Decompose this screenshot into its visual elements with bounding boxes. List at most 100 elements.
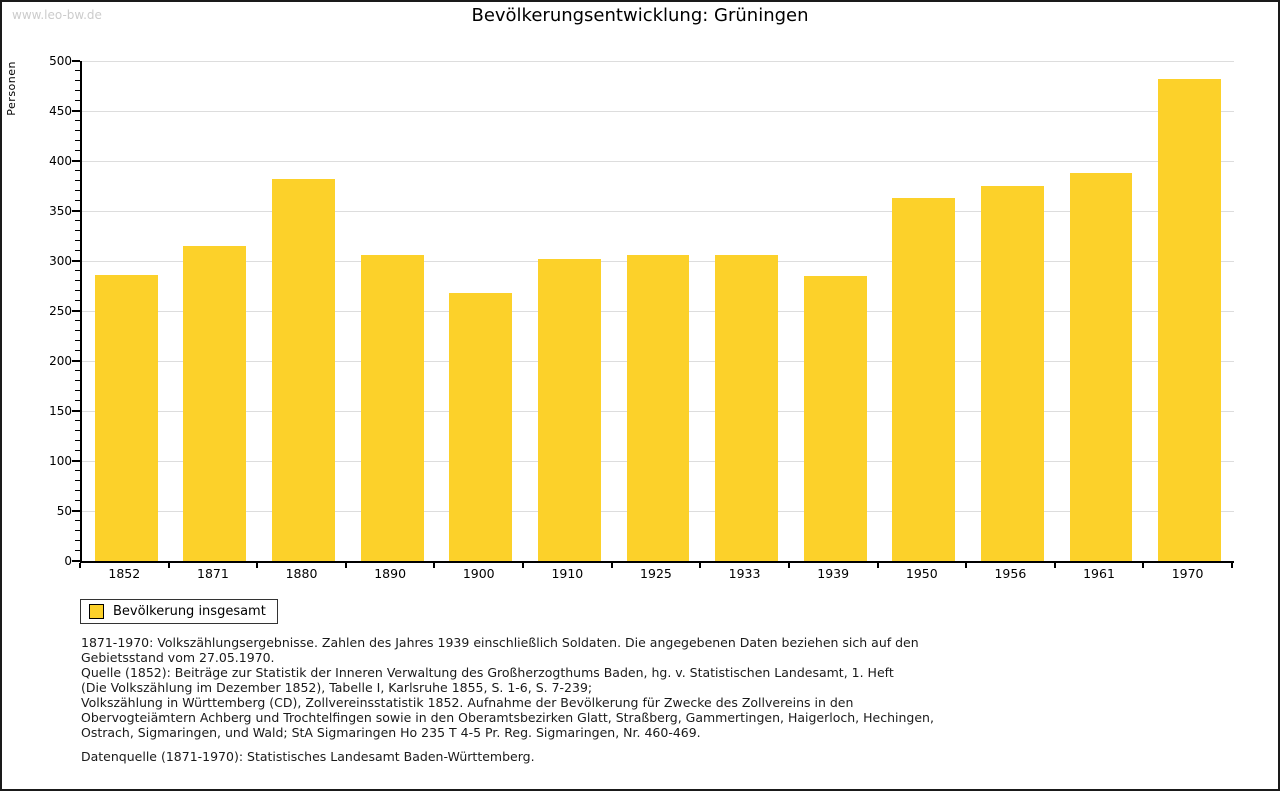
y-minor-tick-460 bbox=[75, 100, 80, 101]
y-major-tick-50 bbox=[72, 510, 80, 512]
y-tick-label-400: 400 bbox=[49, 154, 72, 168]
y-tick-label-450: 450 bbox=[49, 104, 72, 118]
bar-series bbox=[82, 61, 1234, 561]
y-minor-tick-120 bbox=[75, 440, 80, 441]
datasource-line: Datenquelle (1871-1970): Statistisches L… bbox=[81, 749, 535, 764]
x-tick-label-1950: 1950 bbox=[905, 566, 938, 581]
x-tick-10 bbox=[965, 563, 967, 568]
y-major-tick-100 bbox=[72, 460, 80, 462]
y-minor-tick-410 bbox=[75, 150, 80, 151]
x-tick-8 bbox=[788, 563, 790, 568]
bar-1871 bbox=[183, 246, 247, 561]
y-minor-tick-480 bbox=[75, 80, 80, 81]
bar-1933 bbox=[715, 255, 779, 561]
x-tick-4 bbox=[433, 563, 435, 568]
y-minor-tick-140 bbox=[75, 420, 80, 421]
x-tick-0 bbox=[79, 563, 81, 568]
x-tick-label-1880: 1880 bbox=[285, 566, 318, 581]
x-tick-label-1890: 1890 bbox=[374, 566, 407, 581]
y-major-tick-350 bbox=[72, 210, 80, 212]
y-minor-tick-70 bbox=[75, 490, 80, 491]
y-minor-tick-420 bbox=[75, 140, 80, 141]
y-minor-tick-130 bbox=[75, 430, 80, 431]
legend-swatch-icon bbox=[89, 604, 104, 619]
y-tick-label-50: 50 bbox=[56, 504, 72, 518]
bar-1852 bbox=[94, 275, 158, 561]
gridline-450 bbox=[82, 111, 1234, 112]
x-tick-7 bbox=[699, 563, 701, 568]
x-tick-3 bbox=[345, 563, 347, 568]
y-major-tick-400 bbox=[72, 160, 80, 162]
y-minor-tick-230 bbox=[75, 330, 80, 331]
y-minor-tick-490 bbox=[75, 70, 80, 71]
y-major-tick-0 bbox=[72, 560, 80, 562]
y-minor-tick-380 bbox=[75, 180, 80, 181]
y-major-tick-500 bbox=[72, 60, 80, 62]
y-minor-tick-40 bbox=[75, 520, 80, 521]
y-minor-tick-60 bbox=[75, 500, 80, 501]
bar-slot-1950 bbox=[879, 61, 968, 561]
y-tick-label-250: 250 bbox=[49, 304, 72, 318]
site-watermark: www.leo-bw.de bbox=[12, 8, 102, 22]
bar-slot-1939 bbox=[791, 61, 880, 561]
bar-slot-1925 bbox=[614, 61, 703, 561]
y-minor-tick-260 bbox=[75, 300, 80, 301]
x-tick-label-1925: 1925 bbox=[640, 566, 672, 581]
y-tick-label-500: 500 bbox=[49, 54, 72, 68]
y-major-tick-150 bbox=[72, 410, 80, 412]
x-tick-label-1871: 1871 bbox=[197, 566, 229, 581]
y-minor-tick-340 bbox=[75, 220, 80, 221]
footnote-lines: 1871-1970: Volkszählungsergebnisse. Zahl… bbox=[81, 635, 934, 740]
bar-1970 bbox=[1158, 79, 1222, 561]
y-tick-label-0: 0 bbox=[64, 554, 72, 568]
y-minor-tick-220 bbox=[75, 340, 80, 341]
bar-1890 bbox=[360, 255, 424, 561]
y-minor-tick-290 bbox=[75, 270, 80, 271]
y-minor-tick-80 bbox=[75, 480, 80, 481]
x-tick-label-1900: 1900 bbox=[462, 566, 495, 581]
bar-slot-1933 bbox=[702, 61, 791, 561]
bar-slot-1880 bbox=[259, 61, 348, 561]
bar-slot-1956 bbox=[968, 61, 1057, 561]
y-minor-tick-470 bbox=[75, 90, 80, 91]
chart-title: Bevölkerungsentwicklung: Grüningen bbox=[471, 5, 809, 26]
y-minor-tick-370 bbox=[75, 190, 80, 191]
x-tick-11 bbox=[1054, 563, 1056, 568]
footnote-line-5: Volkszählung in Württemberg (CD), Zollve… bbox=[81, 695, 854, 710]
y-minor-tick-390 bbox=[75, 170, 80, 171]
footnote-line-3: Quelle (1852): Beiträge zur Statistik de… bbox=[81, 665, 894, 680]
y-minor-tick-440 bbox=[75, 120, 80, 121]
bar-1900 bbox=[449, 293, 513, 561]
x-tick-label-1852: 1852 bbox=[108, 566, 141, 581]
y-minor-tick-330 bbox=[75, 230, 80, 231]
bar-1925 bbox=[626, 255, 690, 561]
y-minor-tick-110 bbox=[75, 450, 80, 451]
gridline-350 bbox=[82, 211, 1234, 212]
y-minor-tick-30 bbox=[75, 530, 80, 531]
gridline-500 bbox=[82, 61, 1234, 62]
x-axis-tick-labels: 1852 1871 1880 1890 1900 1910 1925 1933 1939 1950… bbox=[80, 566, 1232, 581]
y-minor-tick-170 bbox=[75, 390, 80, 391]
bar-1939 bbox=[803, 276, 867, 561]
bar-1956 bbox=[980, 186, 1044, 561]
y-tick-label-350: 350 bbox=[49, 204, 72, 218]
x-tick-12 bbox=[1142, 563, 1144, 568]
y-minor-tick-90 bbox=[75, 470, 80, 471]
y-major-tick-300 bbox=[72, 260, 80, 262]
plot-area bbox=[80, 61, 1234, 563]
x-tick-label-1933: 1933 bbox=[728, 566, 761, 581]
y-minor-tick-360 bbox=[75, 200, 80, 201]
x-tick-label-1939: 1939 bbox=[817, 566, 850, 581]
y-minor-tick-270 bbox=[75, 290, 80, 291]
bar-slot-1961 bbox=[1057, 61, 1146, 561]
x-tick-5 bbox=[522, 563, 524, 568]
y-tick-label-150: 150 bbox=[49, 404, 72, 418]
y-minor-tick-280 bbox=[75, 280, 80, 281]
y-minor-tick-320 bbox=[75, 240, 80, 241]
bar-1950 bbox=[892, 198, 956, 561]
y-minor-tick-310 bbox=[75, 250, 80, 251]
bar-1880 bbox=[272, 179, 335, 561]
bar-slot-1970 bbox=[1145, 61, 1234, 561]
y-minor-tick-240 bbox=[75, 320, 80, 321]
